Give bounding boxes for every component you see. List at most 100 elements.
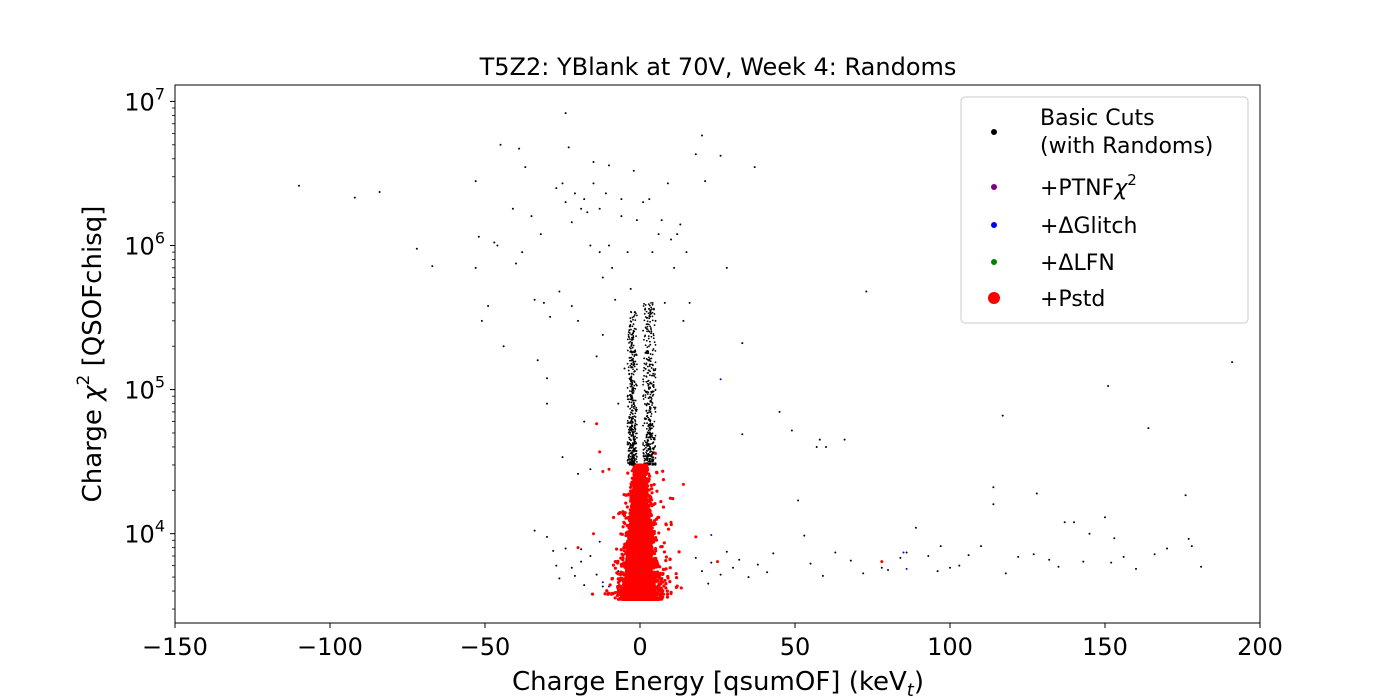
data-point xyxy=(646,445,649,447)
data-point xyxy=(595,573,598,576)
data-point xyxy=(747,576,750,579)
data-point xyxy=(651,251,654,254)
data-point xyxy=(643,439,646,442)
data-point xyxy=(643,338,645,341)
data-point xyxy=(647,356,650,359)
data-point xyxy=(645,362,648,365)
data-point xyxy=(862,572,865,575)
data-point xyxy=(1231,361,1234,364)
data-point xyxy=(645,427,648,430)
data-point xyxy=(652,369,655,372)
data-point xyxy=(633,351,636,353)
data-point xyxy=(652,386,655,388)
data-point xyxy=(644,394,647,396)
data-point xyxy=(647,303,650,306)
data-point xyxy=(635,450,638,452)
data-point xyxy=(629,431,631,434)
data-point xyxy=(725,266,728,269)
data-point xyxy=(741,433,744,436)
data-point xyxy=(634,319,637,322)
data-point xyxy=(716,560,719,564)
data-point xyxy=(648,418,651,421)
data-point xyxy=(580,207,583,210)
data-point xyxy=(651,422,654,425)
data-point xyxy=(650,312,653,315)
data-point xyxy=(643,457,646,460)
data-point xyxy=(642,201,645,204)
data-point xyxy=(636,314,638,317)
data-point xyxy=(643,422,646,425)
data-point xyxy=(632,443,635,446)
data-point xyxy=(635,406,638,409)
data-point xyxy=(630,404,633,407)
data-point xyxy=(604,192,607,195)
data-point xyxy=(628,324,631,327)
data-point xyxy=(298,184,300,187)
data-point xyxy=(628,447,630,450)
data-point xyxy=(652,438,655,441)
data-point xyxy=(634,459,636,462)
data-point xyxy=(701,570,703,573)
data-point xyxy=(627,421,630,424)
data-point xyxy=(719,573,722,576)
data-point xyxy=(630,310,632,313)
data-point xyxy=(649,353,652,355)
data-point xyxy=(649,381,652,384)
data-point xyxy=(654,445,657,447)
data-point xyxy=(646,330,648,333)
data-point xyxy=(654,463,657,466)
data-point xyxy=(631,459,634,462)
data-point xyxy=(654,349,657,352)
data-point xyxy=(673,266,676,269)
data-point xyxy=(627,349,629,352)
data-point xyxy=(905,567,908,570)
data-point xyxy=(635,442,638,445)
data-point xyxy=(630,328,632,331)
data-point xyxy=(653,446,656,449)
data-point xyxy=(647,359,650,362)
data-point xyxy=(652,456,655,459)
data-point xyxy=(626,443,629,445)
data-point xyxy=(630,409,633,412)
data-point xyxy=(643,444,646,447)
data-point xyxy=(643,403,646,405)
data-point xyxy=(634,387,637,390)
data-point xyxy=(645,351,648,354)
data-point xyxy=(790,429,793,432)
data-point xyxy=(646,365,649,368)
data-point xyxy=(631,450,634,452)
data-point xyxy=(634,349,637,352)
data-point xyxy=(542,301,545,304)
data-point xyxy=(633,436,635,439)
data-point xyxy=(647,335,650,338)
data-point xyxy=(611,266,614,269)
data-point xyxy=(663,301,666,304)
data-point xyxy=(1166,547,1168,550)
data-point xyxy=(654,462,657,465)
data-point xyxy=(632,450,635,453)
data-point xyxy=(629,442,632,445)
data-point xyxy=(601,470,605,474)
data-point xyxy=(642,369,645,372)
data-point xyxy=(654,452,657,456)
data-point xyxy=(645,339,648,342)
data-point xyxy=(650,390,653,393)
data-point xyxy=(651,349,654,352)
data-point xyxy=(617,402,620,405)
data-point xyxy=(626,251,629,254)
data-point xyxy=(631,346,634,349)
data-point xyxy=(630,333,633,336)
data-point xyxy=(651,353,654,356)
data-point xyxy=(958,564,961,567)
data-point xyxy=(654,406,657,409)
data-point xyxy=(753,166,756,169)
data-point xyxy=(992,486,995,489)
data-point xyxy=(634,310,636,313)
data-point xyxy=(654,373,656,376)
data-point xyxy=(797,499,800,502)
data-point xyxy=(598,251,601,254)
data-point xyxy=(629,393,632,396)
data-point xyxy=(676,233,679,236)
data-point xyxy=(629,433,631,436)
data-point xyxy=(652,334,655,337)
